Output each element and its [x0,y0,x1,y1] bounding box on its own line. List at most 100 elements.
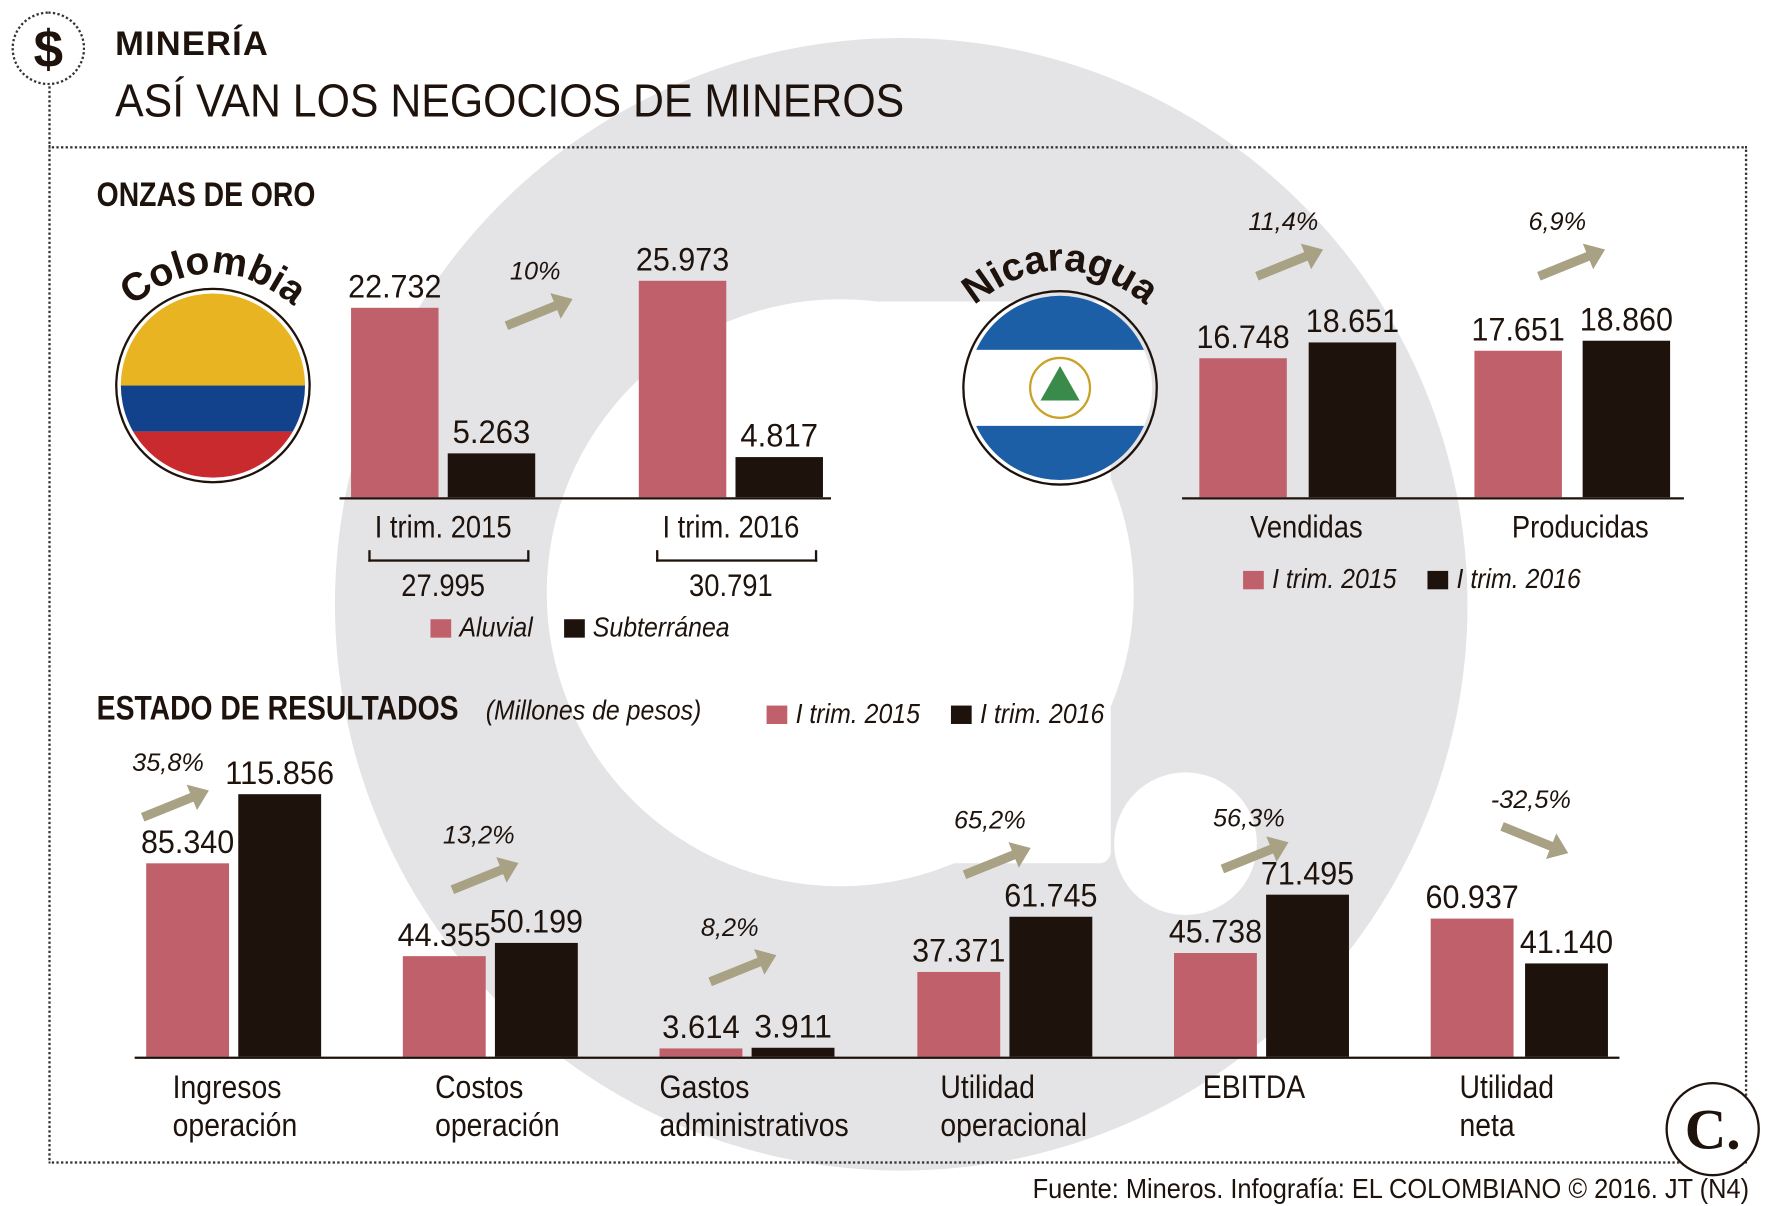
arrow-up-icon [1220,836,1289,874]
el-colombiano-logo: C. [1665,1081,1760,1177]
category-label: Utilidad operacional [940,1069,1088,1143]
data-label: 25.973 [636,241,729,277]
legend-label: I trim. 2015 [1272,563,1397,596]
category-label: Costos operación [435,1069,560,1143]
data-label: 60.937 [1426,879,1519,915]
category-label: Vendidas [1250,509,1363,545]
percent-change: 10% [510,258,561,286]
data-label: 50.199 [490,904,583,940]
data-label: 3.614 [662,1009,740,1045]
data-label: 18.860 [1580,301,1673,337]
legend-colombia: Aluvial Subterránea [430,612,730,644]
percent-change: 11,4% [1248,208,1318,236]
legend-label: I trim. 2016 [980,698,1105,730]
legend-results: I trim. 2015 I trim. 2016 [766,698,1105,731]
data-label: 3.911 [754,1008,832,1044]
percent-change: -32,5% [1491,786,1571,814]
nicaragua-flag: Nicaragua [954,236,1167,486]
bar [1474,350,1562,498]
data-label: 115.856 [225,755,334,791]
category-label: Gastos administrativos [659,1069,849,1143]
bar [238,794,322,1057]
arrow-up-icon [1255,243,1324,281]
legend-label: I trim. 2015 [795,698,920,730]
bar [751,1047,835,1057]
data-label: 71.495 [1261,855,1354,891]
data-label: 22.732 [348,268,441,304]
bar [146,863,230,1057]
legend-swatch [563,619,585,638]
bar [917,971,1001,1057]
arrow-up-icon [1537,243,1606,281]
bracket [368,550,530,562]
legend-swatch [1243,570,1264,590]
percent-change: 8,2% [701,914,759,942]
bar [638,280,727,498]
divider [48,82,51,148]
bar [1009,916,1093,1057]
data-label: 41.140 [1520,924,1613,960]
legend-swatch [766,705,788,724]
category-label: Utilidad neta [1459,1069,1555,1143]
dollar-icon: $ [11,11,86,86]
data-label: 16.748 [1196,319,1289,355]
arrow-up-icon [962,842,1031,880]
kicker: MINERÍA [115,25,269,64]
bar [1308,342,1397,498]
percent-change: 56,3% [1213,804,1285,832]
legend-swatch [430,619,452,638]
total-label: 30.791 [689,568,773,604]
bar [1199,358,1287,498]
total-label: 27.995 [401,568,485,604]
data-label: 4.817 [740,418,818,454]
category-label: I trim. 2015 [374,509,512,545]
data-label: 61.745 [1004,877,1097,913]
legend-swatch [951,705,972,724]
legend-swatch [1427,570,1449,590]
percent-change: 65,2% [954,807,1026,835]
bar [1582,340,1671,498]
bar [659,1048,743,1057]
gold-section-title: ONZAS DE ORO [96,176,316,215]
legend-label: Subterránea [592,612,730,644]
arrow-up-icon [504,293,573,331]
content-frame [48,146,1748,1164]
legend-nicaragua: I trim. 2015 I trim. 2016 [1243,564,1581,596]
source-footer: Fuente: Mineros. Infografía: EL COLOMBIA… [1033,1174,1750,1206]
bar [735,457,823,498]
bar [494,942,578,1057]
results-section-title: ESTADO DE RESULTADOS [96,689,459,728]
arrow-down-icon [1500,822,1569,860]
percent-change: 6,9% [1528,208,1586,236]
bar [1430,918,1514,1057]
data-label: 18.651 [1306,303,1399,339]
data-label: 5.263 [453,414,531,450]
colombia-flag: Colombia [112,238,315,484]
data-label: 45.738 [1169,914,1262,950]
bar [1266,894,1349,1057]
bar [351,307,439,498]
legend-label: I trim. 2016 [1456,563,1581,596]
arrow-up-icon [708,949,777,987]
percent-change: 35,8% [132,749,204,777]
data-label: 85.340 [141,824,234,860]
data-label: 37.371 [912,933,1005,969]
page-title: ASÍ VAN LOS NEGOCIOS DE MINEROS [115,75,905,127]
category-label: Producidas [1511,509,1649,545]
bar [447,453,536,498]
results-unit: (Millones de pesos) [485,695,702,727]
arrow-up-icon [140,784,209,822]
category-label: EBITDA [1202,1069,1306,1105]
bar [1174,953,1257,1057]
data-label: 44.355 [398,917,491,953]
arrow-up-icon [450,857,519,894]
category-label: Ingresos operación [172,1069,298,1143]
percent-change: 13,2% [443,822,515,850]
bar [402,956,486,1057]
bar [1525,963,1608,1057]
legend-label: Aluvial [459,612,533,644]
category-label: I trim. 2016 [662,509,800,545]
data-label: 17.651 [1472,311,1565,347]
